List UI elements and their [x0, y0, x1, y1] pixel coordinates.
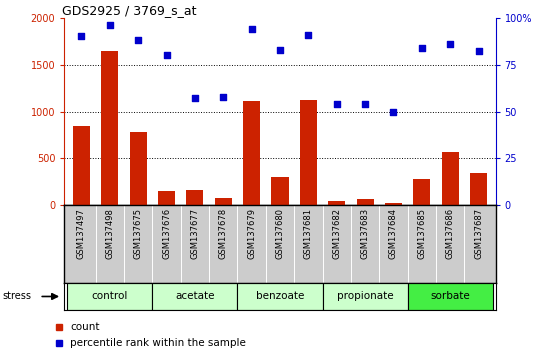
Point [134, 38, 143, 43]
Bar [152, 283, 237, 310]
Text: stress: stress [3, 291, 32, 302]
Bar [413, 179, 430, 205]
Bar [470, 173, 487, 205]
Text: GSM137497: GSM137497 [77, 208, 86, 258]
Point [276, 47, 284, 52]
Bar [385, 202, 402, 205]
Point [389, 109, 398, 114]
Text: propionate: propionate [337, 291, 394, 302]
Bar [130, 132, 147, 205]
Text: GSM137681: GSM137681 [304, 208, 313, 259]
Text: acetate: acetate [175, 291, 214, 302]
Bar [442, 152, 459, 205]
Text: percentile rank within the sample: percentile rank within the sample [70, 338, 246, 348]
Bar [323, 283, 408, 310]
Text: GSM137498: GSM137498 [105, 208, 114, 258]
Text: GSM137678: GSM137678 [219, 208, 228, 259]
Bar [300, 100, 317, 205]
Point [77, 34, 86, 39]
Text: GDS2925 / 3769_s_at: GDS2925 / 3769_s_at [62, 4, 197, 17]
Bar [214, 198, 232, 205]
Point [446, 41, 455, 47]
Bar [186, 190, 203, 205]
Point [219, 94, 228, 99]
Bar [328, 201, 346, 205]
Text: GSM137675: GSM137675 [134, 208, 143, 259]
Bar [237, 283, 323, 310]
Point [332, 101, 341, 107]
Point [417, 45, 426, 51]
Bar [357, 199, 374, 205]
Text: GSM137677: GSM137677 [190, 208, 199, 259]
Text: control: control [92, 291, 128, 302]
Text: GSM137676: GSM137676 [162, 208, 171, 259]
Text: GSM137679: GSM137679 [247, 208, 256, 259]
Point [304, 32, 313, 38]
Point [162, 52, 171, 58]
Point [105, 22, 114, 28]
Text: GSM137682: GSM137682 [332, 208, 341, 259]
Text: GSM137687: GSM137687 [474, 208, 483, 259]
Point [247, 26, 256, 32]
Text: count: count [70, 322, 100, 332]
Text: GSM137685: GSM137685 [417, 208, 426, 259]
Text: benzoate: benzoate [256, 291, 304, 302]
Point [474, 48, 483, 54]
Bar [101, 51, 118, 205]
Bar [408, 283, 493, 310]
Point [361, 101, 370, 107]
Bar [158, 191, 175, 205]
Text: GSM137686: GSM137686 [446, 208, 455, 259]
Bar [272, 177, 288, 205]
Text: GSM137683: GSM137683 [361, 208, 370, 259]
Point [190, 96, 199, 101]
Bar [67, 283, 152, 310]
Text: GSM137680: GSM137680 [276, 208, 284, 259]
Bar [73, 126, 90, 205]
Bar [243, 101, 260, 205]
Text: GSM137684: GSM137684 [389, 208, 398, 259]
Text: sorbate: sorbate [430, 291, 470, 302]
